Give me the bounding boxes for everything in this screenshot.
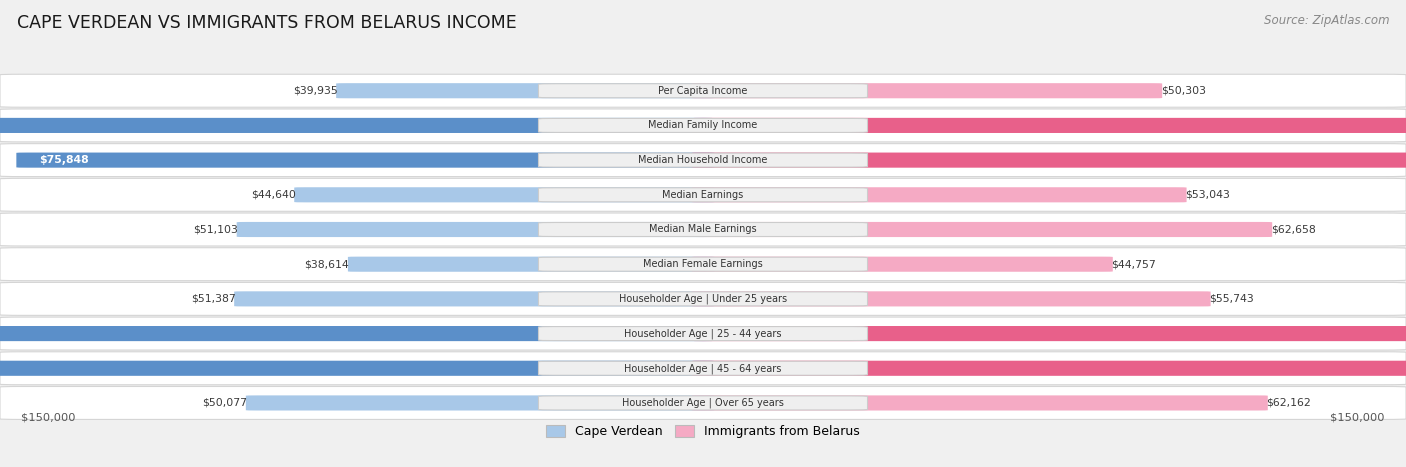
Text: $62,162: $62,162 <box>1267 398 1312 408</box>
Legend: Cape Verdean, Immigrants from Belarus: Cape Verdean, Immigrants from Belarus <box>541 420 865 443</box>
FancyBboxPatch shape <box>236 222 714 237</box>
FancyBboxPatch shape <box>692 326 1406 341</box>
Text: Source: ZipAtlas.com: Source: ZipAtlas.com <box>1264 14 1389 27</box>
FancyBboxPatch shape <box>692 291 1211 306</box>
FancyBboxPatch shape <box>246 396 714 410</box>
FancyBboxPatch shape <box>0 361 714 376</box>
FancyBboxPatch shape <box>0 213 1406 246</box>
Text: $55,743: $55,743 <box>1209 294 1254 304</box>
FancyBboxPatch shape <box>0 248 1406 281</box>
Text: $50,077: $50,077 <box>202 398 247 408</box>
FancyBboxPatch shape <box>0 317 1406 350</box>
FancyBboxPatch shape <box>692 153 1406 168</box>
FancyBboxPatch shape <box>0 118 714 133</box>
FancyBboxPatch shape <box>538 119 868 133</box>
Text: $44,757: $44,757 <box>1111 259 1156 269</box>
FancyBboxPatch shape <box>538 326 868 340</box>
Text: Householder Age | 45 - 64 years: Householder Age | 45 - 64 years <box>624 363 782 374</box>
FancyBboxPatch shape <box>692 361 1406 376</box>
Text: $51,387: $51,387 <box>191 294 236 304</box>
FancyBboxPatch shape <box>538 292 868 306</box>
Text: Median Female Earnings: Median Female Earnings <box>643 259 763 269</box>
FancyBboxPatch shape <box>692 396 1268 410</box>
FancyBboxPatch shape <box>336 83 714 98</box>
FancyBboxPatch shape <box>692 257 1112 272</box>
FancyBboxPatch shape <box>0 387 1406 419</box>
Text: Householder Age | Over 65 years: Householder Age | Over 65 years <box>621 398 785 408</box>
FancyBboxPatch shape <box>692 83 1163 98</box>
FancyBboxPatch shape <box>538 84 868 98</box>
Text: Median Household Income: Median Household Income <box>638 155 768 165</box>
Text: $53,043: $53,043 <box>1185 190 1230 200</box>
FancyBboxPatch shape <box>538 222 868 236</box>
Text: Householder Age | 25 - 44 years: Householder Age | 25 - 44 years <box>624 328 782 339</box>
FancyBboxPatch shape <box>0 109 1406 142</box>
Text: Householder Age | Under 25 years: Householder Age | Under 25 years <box>619 294 787 304</box>
FancyBboxPatch shape <box>17 153 714 168</box>
Text: $44,640: $44,640 <box>250 190 295 200</box>
Text: $51,103: $51,103 <box>193 225 238 234</box>
FancyBboxPatch shape <box>692 118 1406 133</box>
Text: $39,935: $39,935 <box>292 86 337 96</box>
Text: $50,303: $50,303 <box>1161 86 1206 96</box>
FancyBboxPatch shape <box>692 187 1187 202</box>
FancyBboxPatch shape <box>538 361 868 375</box>
FancyBboxPatch shape <box>0 283 1406 315</box>
Text: $38,614: $38,614 <box>305 259 349 269</box>
FancyBboxPatch shape <box>538 188 868 202</box>
FancyBboxPatch shape <box>538 257 868 271</box>
FancyBboxPatch shape <box>347 257 714 272</box>
FancyBboxPatch shape <box>538 396 868 410</box>
FancyBboxPatch shape <box>0 144 1406 177</box>
Text: $75,848: $75,848 <box>39 155 89 165</box>
Text: Median Family Income: Median Family Income <box>648 120 758 130</box>
Text: $150,000: $150,000 <box>1330 412 1385 423</box>
FancyBboxPatch shape <box>0 326 714 341</box>
FancyBboxPatch shape <box>0 74 1406 107</box>
Text: Median Male Earnings: Median Male Earnings <box>650 225 756 234</box>
Text: $62,658: $62,658 <box>1271 225 1316 234</box>
Text: Median Earnings: Median Earnings <box>662 190 744 200</box>
FancyBboxPatch shape <box>0 178 1406 211</box>
FancyBboxPatch shape <box>0 352 1406 385</box>
FancyBboxPatch shape <box>294 187 714 202</box>
FancyBboxPatch shape <box>235 291 714 306</box>
Text: $150,000: $150,000 <box>21 412 76 423</box>
Text: CAPE VERDEAN VS IMMIGRANTS FROM BELARUS INCOME: CAPE VERDEAN VS IMMIGRANTS FROM BELARUS … <box>17 14 516 32</box>
Text: Per Capita Income: Per Capita Income <box>658 86 748 96</box>
FancyBboxPatch shape <box>692 222 1272 237</box>
FancyBboxPatch shape <box>538 153 868 167</box>
